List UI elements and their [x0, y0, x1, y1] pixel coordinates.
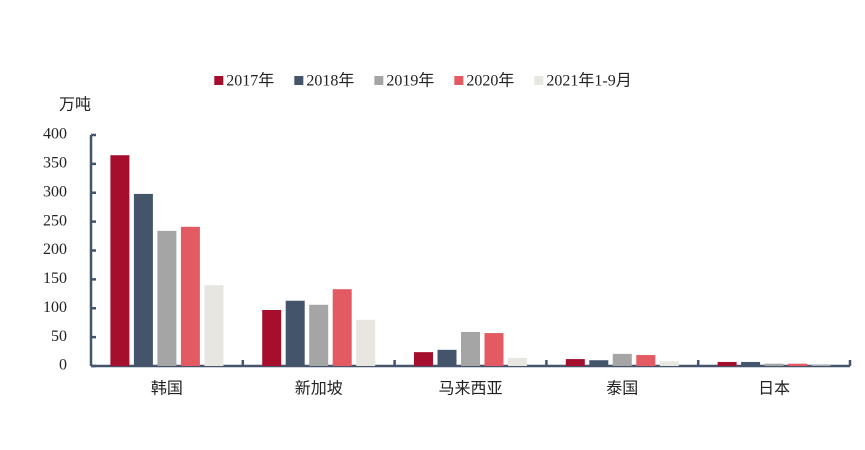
bar [332, 289, 352, 366]
legend: 2017年 2018年 2019年 2020年 2021年1-9月 [214, 72, 632, 90]
x-tick-label: 新加坡 [295, 380, 343, 398]
y-tick-label: 100 [43, 299, 67, 316]
legend-label: 2019年 [386, 72, 434, 90]
y-tick-label: 400 [43, 126, 67, 143]
y-axis-label: 万吨 [59, 96, 91, 114]
bar [180, 226, 200, 366]
bar [204, 285, 224, 366]
bar [110, 155, 130, 366]
bar [437, 349, 457, 366]
legend-label: 2017年 [226, 72, 274, 90]
legend-swatch [454, 76, 464, 85]
bar [133, 193, 153, 366]
bar [414, 352, 433, 366]
legend-swatch [294, 76, 304, 85]
bar [565, 359, 585, 366]
x-tick-label: 马来西亚 [438, 380, 502, 398]
bar [636, 355, 656, 366]
y-tick-label: 50 [51, 328, 67, 345]
y-tick-label: 300 [43, 183, 67, 200]
bar [157, 230, 177, 366]
bar [741, 361, 761, 366]
bar [309, 304, 329, 366]
y-tick-label: 250 [43, 212, 67, 229]
y-tick-label: 200 [43, 241, 67, 258]
legend-label: 2021年1-9月 [546, 72, 631, 90]
legend-swatch [534, 76, 544, 85]
x-tick-label: 日本 [758, 380, 790, 398]
bar [717, 361, 737, 366]
legend-swatch [374, 76, 384, 85]
x-tick-label: 韩国 [151, 380, 183, 398]
legend-label: 2020年 [466, 72, 514, 90]
bar [589, 360, 609, 366]
y-tick-label: 0 [59, 357, 67, 374]
bar [612, 353, 632, 366]
legend-label: 2018年 [306, 72, 354, 90]
bar [764, 363, 784, 366]
x-tick-label: 泰国 [606, 380, 638, 398]
bar [484, 333, 504, 366]
y-tick-label: 350 [43, 155, 67, 172]
bar [356, 319, 376, 366]
y-tick-label: 150 [43, 270, 67, 287]
bar [508, 357, 527, 366]
bar [811, 365, 831, 366]
bar [788, 363, 808, 366]
bar [659, 361, 679, 366]
bar [461, 331, 480, 366]
bar [285, 300, 305, 366]
legend-swatch [214, 76, 224, 85]
bar [262, 309, 282, 366]
